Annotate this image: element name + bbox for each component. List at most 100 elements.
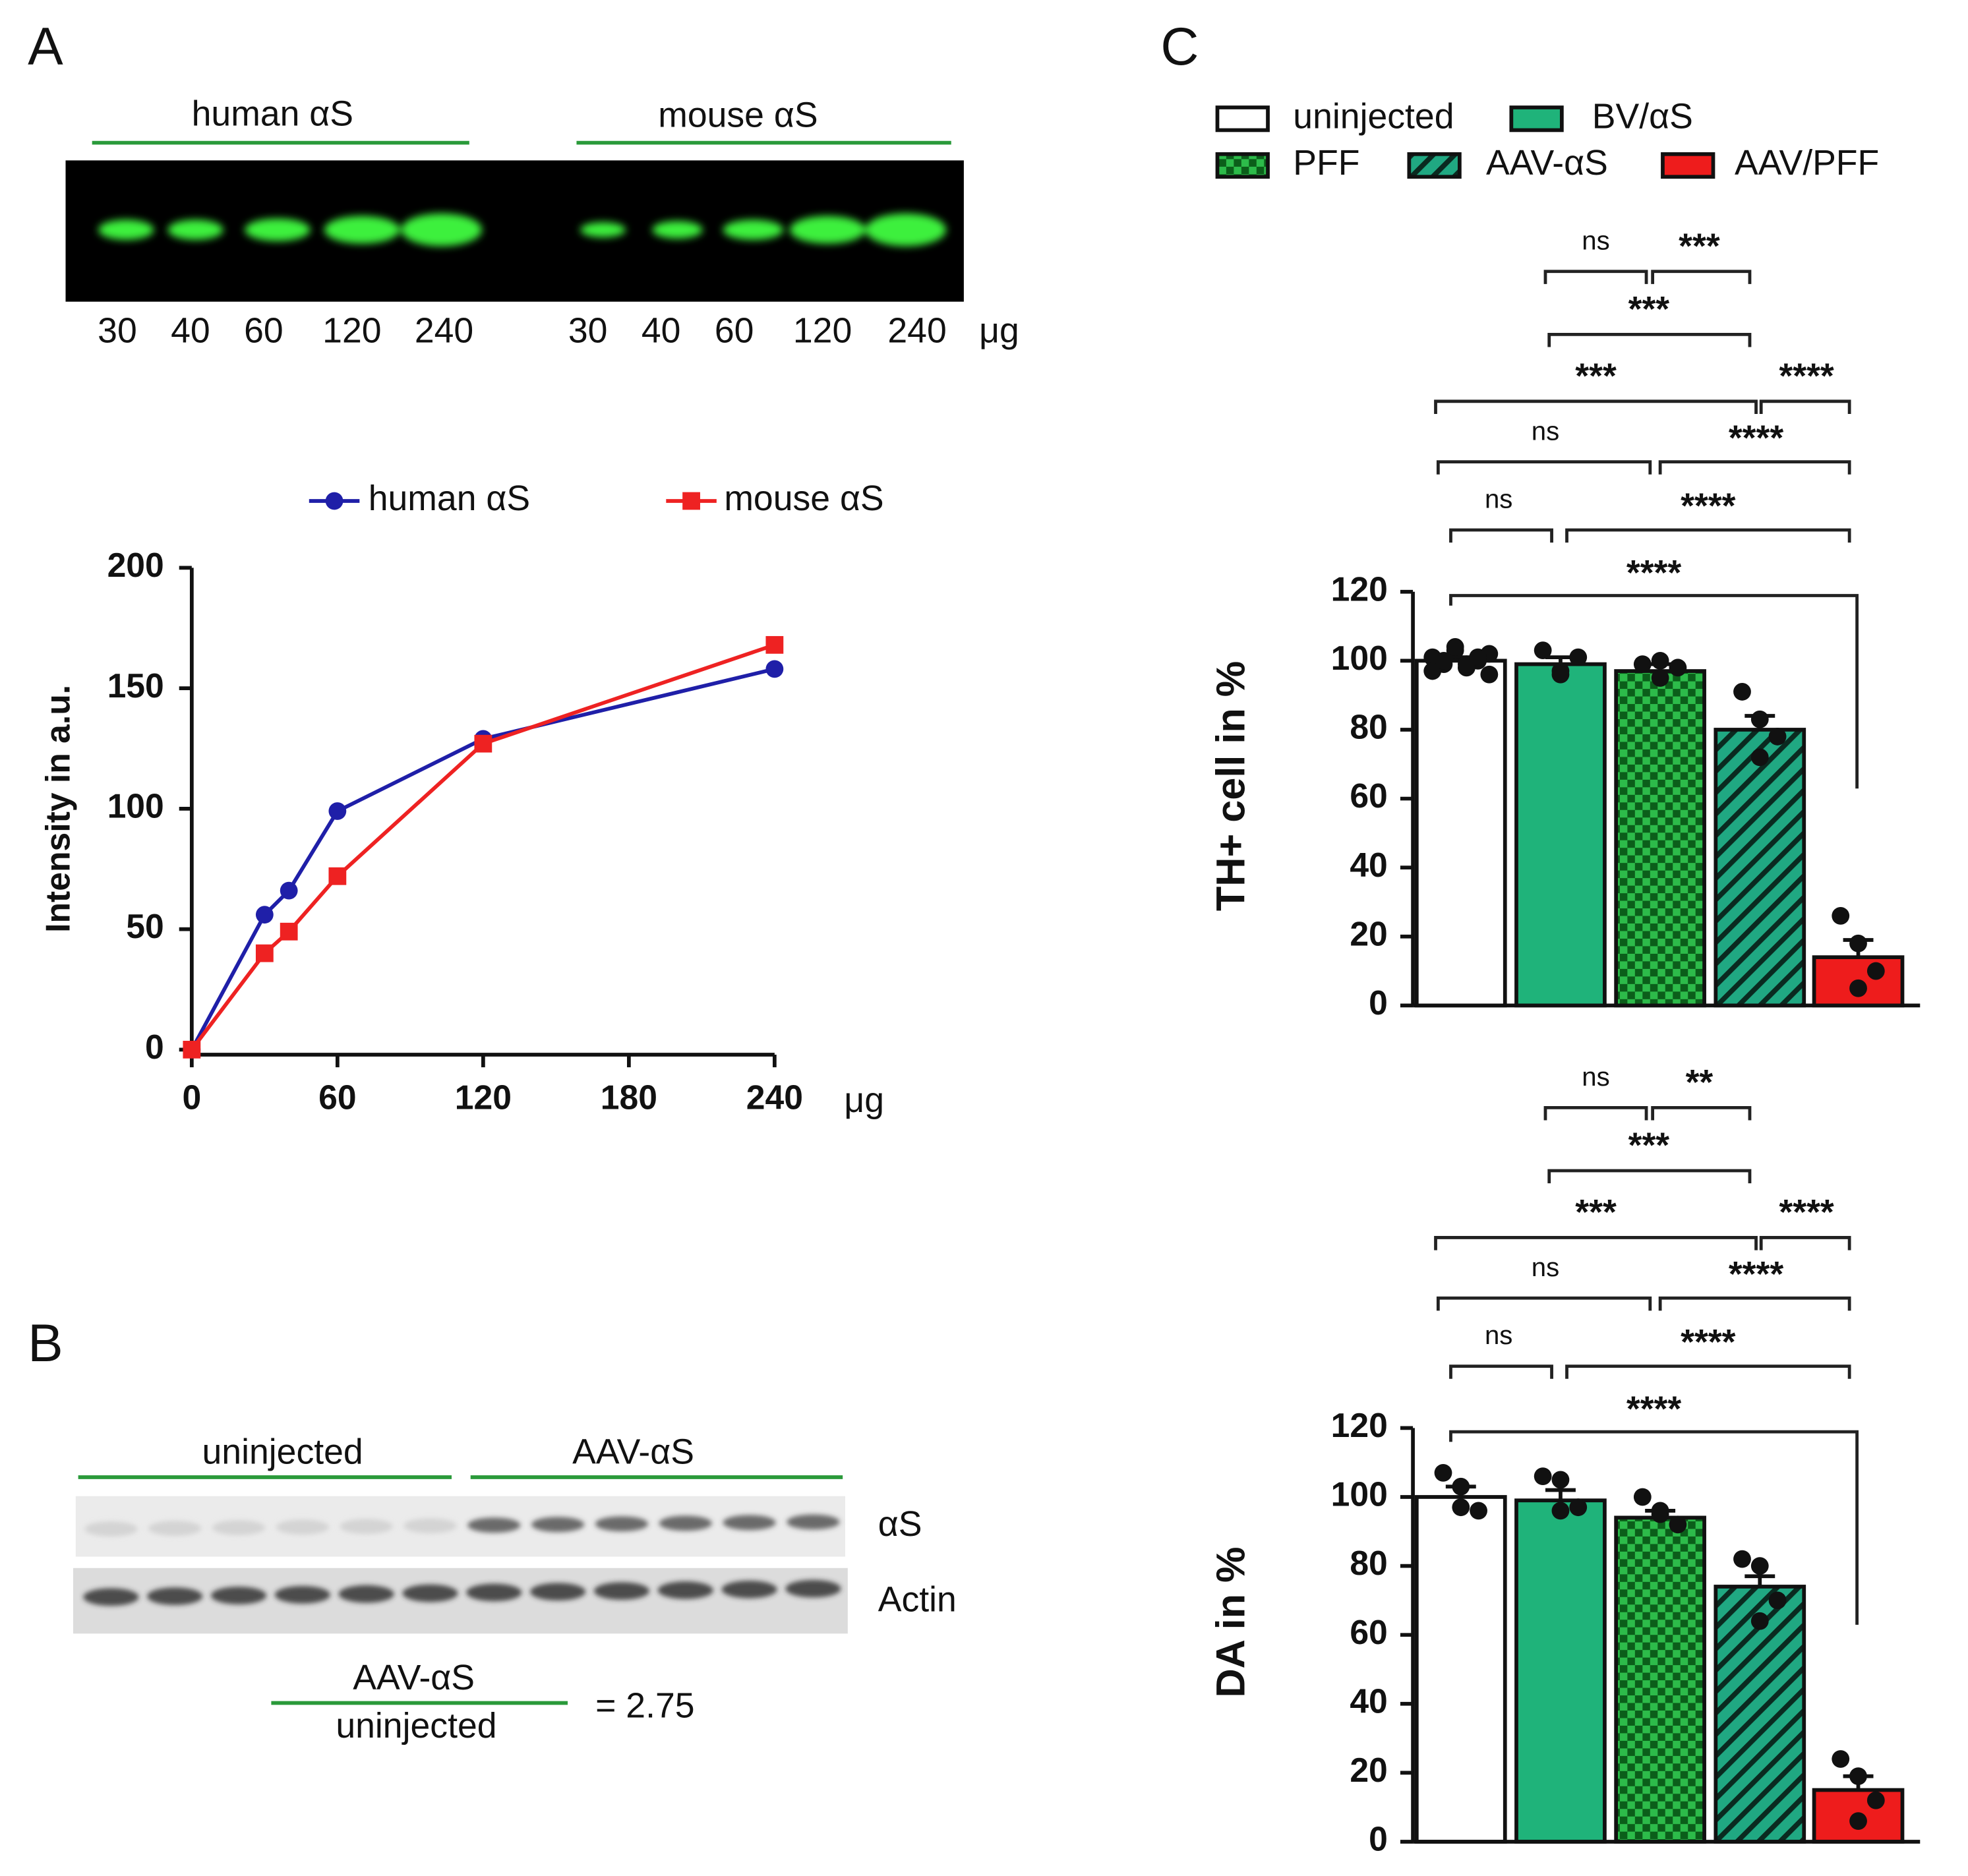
error-bar xyxy=(1545,1488,1576,1501)
y-tick-label: 100 xyxy=(1331,1475,1388,1513)
y-tick-label: 100 xyxy=(1331,639,1388,677)
x-tick-label: 0 xyxy=(182,1078,201,1117)
gel-group: mouse αS xyxy=(658,96,818,134)
blot-band xyxy=(276,1519,330,1535)
significance-bracket xyxy=(1651,270,1752,284)
data-point xyxy=(1849,1812,1867,1831)
data-point xyxy=(328,867,347,885)
data-point xyxy=(1633,1488,1652,1506)
gel-band xyxy=(789,216,866,244)
significance-bracket xyxy=(1436,460,1652,475)
significance-label: ns xyxy=(1582,225,1609,255)
y-tick-label: 80 xyxy=(1350,708,1387,746)
blot-band xyxy=(212,1520,266,1536)
gel-lane-label: 120 xyxy=(793,312,852,351)
significance-bracket xyxy=(1651,1105,1752,1121)
gel-band xyxy=(324,216,400,244)
significance-label: ns xyxy=(1582,1062,1609,1092)
significance-label: *** xyxy=(1575,357,1617,396)
gel-bands xyxy=(98,213,947,247)
blot-band xyxy=(723,1515,776,1531)
data-point xyxy=(1651,1505,1669,1523)
gel-band xyxy=(245,218,311,241)
data-point xyxy=(1750,1612,1769,1630)
gel-lane-label: 240 xyxy=(887,312,946,351)
gel-lane-label: 120 xyxy=(322,312,381,351)
gel-band xyxy=(98,220,154,240)
significance-label: *** xyxy=(1575,1193,1617,1232)
gel-lane-labels: 30 40 60 120 240 30 40 60 120 240 xyxy=(98,312,947,351)
blot-band xyxy=(659,1515,712,1531)
data-point xyxy=(1866,962,1885,980)
data-point xyxy=(255,906,274,924)
significance-label: ** xyxy=(1686,1063,1714,1102)
blot-band xyxy=(530,1583,586,1601)
y-tick-label: 50 xyxy=(126,907,164,945)
data-point xyxy=(474,734,492,753)
data-point xyxy=(765,635,784,654)
legend-label: BV/αS xyxy=(1592,97,1693,136)
significance-bracket xyxy=(1759,399,1851,414)
legend-swatch xyxy=(1215,105,1270,132)
series-line xyxy=(190,643,775,1051)
blot-band xyxy=(657,1581,713,1599)
bar xyxy=(1414,659,1507,1008)
significance-label: ns xyxy=(1532,1252,1559,1282)
data-point xyxy=(1750,748,1769,767)
significance-label: **** xyxy=(1779,357,1834,396)
error-bar xyxy=(1744,1574,1775,1587)
y-axis-label: Intensity in a.u. xyxy=(38,685,76,933)
blot-band xyxy=(402,1584,458,1602)
data-point xyxy=(280,881,298,900)
data-point xyxy=(1669,1515,1687,1534)
blot-band xyxy=(148,1521,202,1536)
data-point xyxy=(1849,979,1867,997)
significance-bracket xyxy=(1565,1364,1851,1379)
significance-bracket xyxy=(1543,270,1648,284)
legend-label: AAV-αS xyxy=(1486,144,1608,183)
legend-label: PFF xyxy=(1293,144,1359,183)
data-point xyxy=(1551,1471,1570,1489)
data-point xyxy=(1452,1498,1470,1517)
significance-label: ns xyxy=(1532,416,1559,446)
blot-band xyxy=(721,1580,777,1598)
data-point xyxy=(1435,651,1453,670)
significance-label: ns xyxy=(1485,484,1512,514)
data-point xyxy=(280,922,298,941)
data-point xyxy=(1849,1767,1867,1786)
data-point xyxy=(1551,665,1570,684)
bar xyxy=(1514,662,1607,1008)
gel-band xyxy=(167,220,224,240)
legend-marker xyxy=(325,492,343,510)
significance-bracket xyxy=(1449,1364,1553,1379)
blot-band xyxy=(595,1516,649,1532)
blot-band xyxy=(403,1518,457,1534)
significance-bracket xyxy=(1547,1169,1752,1184)
x-tick-label: 240 xyxy=(746,1078,803,1117)
bar xyxy=(1514,1498,1607,1844)
blot-row-label: αS xyxy=(878,1505,922,1544)
significance-label: **** xyxy=(1626,554,1682,593)
gel-band xyxy=(580,222,626,238)
legend-label: mouse αS xyxy=(724,479,883,518)
data-point xyxy=(1569,1498,1588,1517)
bar xyxy=(1614,1515,1706,1844)
blot-band xyxy=(338,1585,394,1603)
significance-bracket xyxy=(1449,528,1553,543)
significance-bracket xyxy=(1436,1296,1652,1311)
legend-label: uninjected xyxy=(1293,97,1454,136)
significance-label: **** xyxy=(1729,1255,1784,1294)
gel-lane-label: 240 xyxy=(415,312,473,351)
y-tick-label: 100 xyxy=(107,787,164,825)
data-point xyxy=(1480,665,1499,684)
blot-band xyxy=(274,1585,330,1604)
y-tick-label: 40 xyxy=(1350,846,1387,884)
significance-bracket xyxy=(1434,1236,1758,1250)
significance-bracket xyxy=(1565,528,1851,543)
y-tick-label: 0 xyxy=(145,1028,164,1066)
blot-band xyxy=(340,1519,393,1535)
gel-band xyxy=(652,221,703,239)
blot-band xyxy=(147,1587,203,1606)
